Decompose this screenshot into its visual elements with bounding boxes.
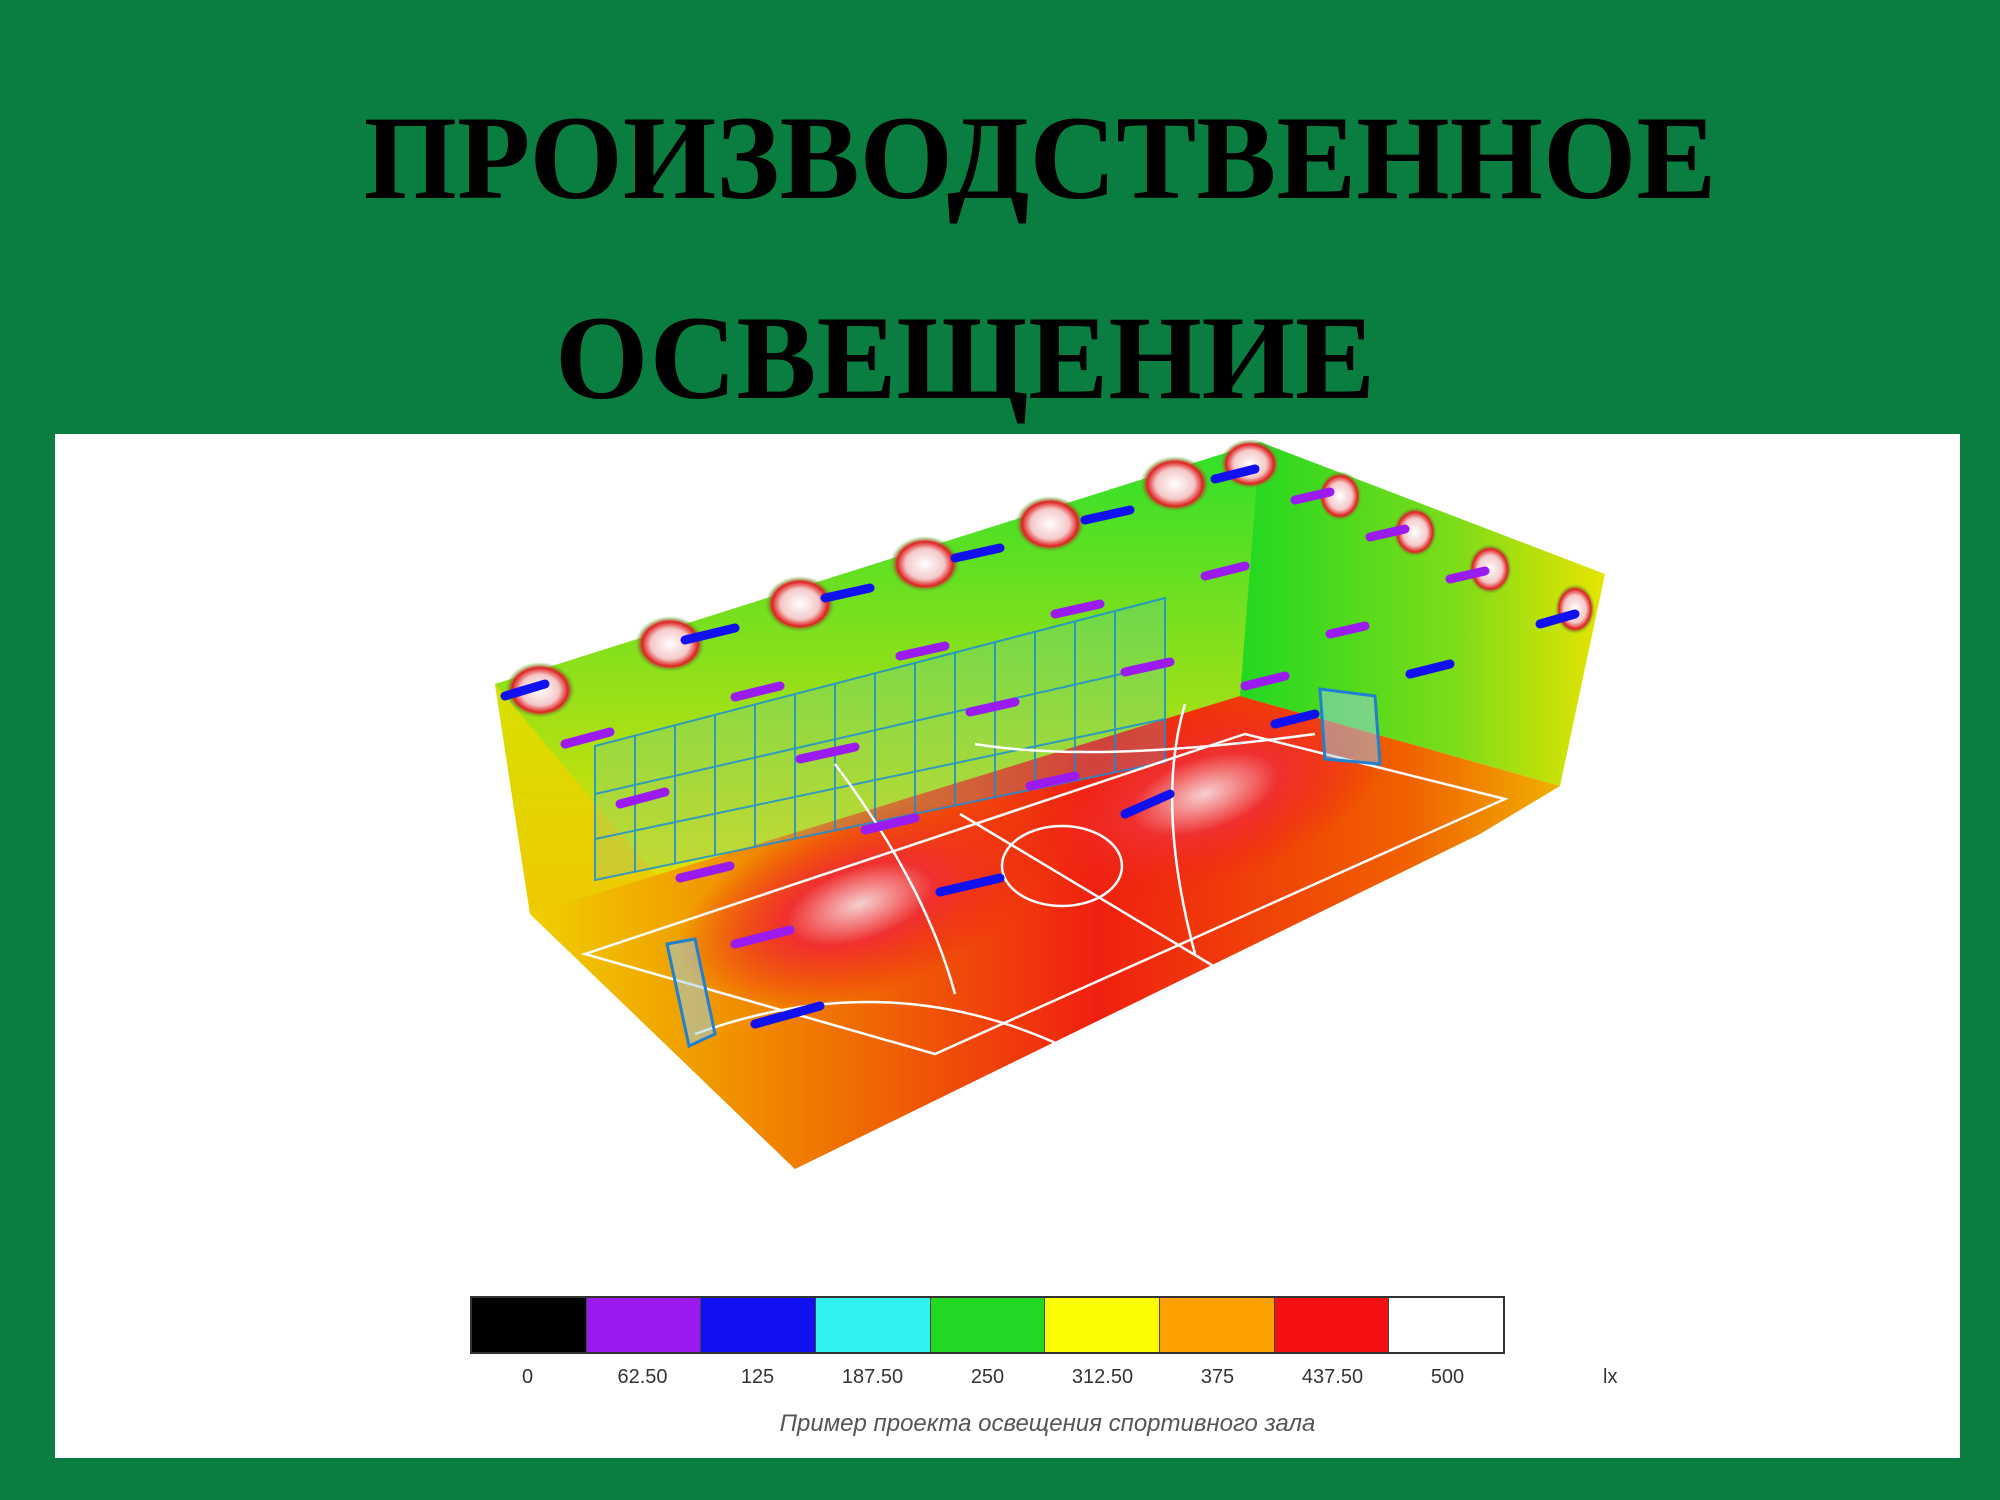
legend-swatch-5 bbox=[1045, 1298, 1161, 1352]
legend-label-2: 125 bbox=[740, 1366, 775, 1388]
legend-swatch-4 bbox=[930, 1298, 1046, 1352]
legend-label-3: 187.50 bbox=[841, 1366, 904, 1388]
court-lines bbox=[580, 703, 1509, 1076]
window-grid bbox=[594, 596, 1166, 882]
illuminance-legend-labels: 0 62.50 125 187.50 250 312.50 375 437.50 500 bbox=[470, 1366, 1505, 1396]
legend-label-0: 0 bbox=[521, 1366, 534, 1388]
luminaires bbox=[500, 464, 1580, 1029]
wall-light-spots bbox=[505, 439, 1595, 718]
illuminance-legend-bar bbox=[470, 1296, 1505, 1354]
legend-label-7: 437.50 bbox=[1301, 1366, 1364, 1388]
image-caption: Пример проекта освещения спортивного зал… bbox=[779, 1410, 1316, 1437]
legend-swatch-8 bbox=[1389, 1298, 1504, 1352]
legend-label-8: 500 bbox=[1430, 1366, 1465, 1388]
legend-label-4: 250 bbox=[970, 1366, 1005, 1388]
title-line-1: ПРОИЗВОДСТВЕННОЕ bbox=[363, 91, 1717, 224]
back-wall bbox=[495, 442, 1260, 914]
legend-label-6: 375 bbox=[1200, 1366, 1235, 1388]
legend-unit-label: lx bbox=[1603, 1366, 1618, 1388]
illuminance-image-panel: 0 62.50 125 187.50 250 312.50 375 437.50 500 lx … bbox=[55, 434, 1960, 1458]
legend-label-5: 312.50 bbox=[1071, 1366, 1134, 1388]
legend-label-1: 62.50 bbox=[617, 1366, 668, 1388]
legend-swatch-7 bbox=[1274, 1298, 1390, 1352]
title-line-2: ОСВЕЩЕНИЕ bbox=[554, 291, 1376, 424]
legend-swatch-6 bbox=[1160, 1298, 1275, 1352]
goal-right bbox=[1318, 687, 1382, 766]
goal-left bbox=[665, 937, 717, 1049]
gym-illuminance-render bbox=[495, 439, 1605, 1169]
legend-swatch-3 bbox=[816, 1298, 931, 1352]
legend-swatch-0 bbox=[472, 1298, 587, 1352]
legend-swatch-2 bbox=[701, 1298, 817, 1352]
legend-swatch-1 bbox=[586, 1298, 702, 1352]
